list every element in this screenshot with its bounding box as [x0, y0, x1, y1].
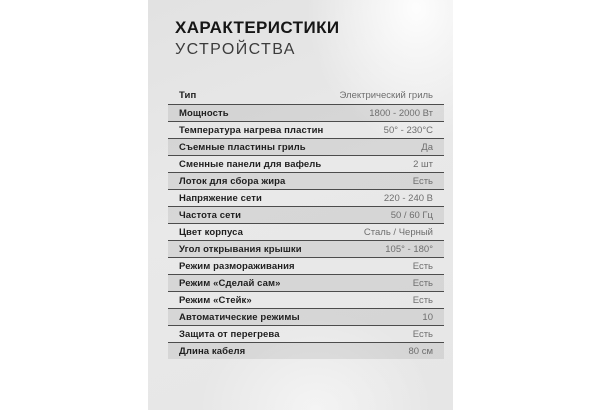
spec-label: Съемные пластины гриль: [179, 141, 306, 153]
spec-label: Длина кабеля: [179, 345, 246, 357]
spec-value: Да: [421, 141, 433, 153]
spec-label: Режим размораживания: [179, 260, 295, 272]
spec-row: Защита от перегрева Есть: [168, 325, 444, 342]
spec-label: Режим «Сделай сам»: [179, 277, 281, 289]
spec-row: Цвет корпуса Сталь / Черный: [168, 223, 444, 240]
spec-label: Режим «Стейк»: [179, 294, 252, 306]
spec-value: 80 см: [408, 345, 434, 357]
spec-row: Угол открывания крышки 105° - 180°: [168, 240, 444, 257]
spec-row: Частота сети 50 / 60 Гц: [168, 206, 444, 223]
spec-value: Есть: [412, 294, 433, 306]
spec-row: Сменные панели для вафель 2 шт: [168, 155, 444, 172]
spec-value: Электрический гриль: [339, 90, 433, 101]
spec-value: Есть: [412, 328, 433, 340]
spec-value: Есть: [412, 277, 433, 289]
spec-card: ХАРАКТЕРИСТИКИ УСТРОЙСТВА Тип Электрическ…: [148, 0, 453, 410]
spec-value: Есть: [412, 260, 433, 272]
spec-value: Есть: [412, 175, 433, 187]
spec-label: Сменные панели для вафель: [179, 158, 322, 170]
spec-value: 50 / 60 Гц: [390, 209, 433, 221]
spec-row: Автоматические режимы 10: [168, 308, 444, 325]
title-line-2: УСТРОЙСТВА: [175, 41, 296, 58]
spec-label: Частота сети: [179, 209, 242, 221]
spec-row: Режим «Стейк» Есть: [168, 291, 444, 308]
page-title: ХАРАКТЕРИСТИКИ УСТРОЙСТВА: [175, 17, 339, 60]
spec-row: Режим «Сделай сам» Есть: [168, 274, 444, 291]
spec-row: Тип Электрический гриль: [168, 87, 444, 104]
spec-label: Автоматические режимы: [179, 311, 300, 323]
spec-label: Цвет корпуса: [179, 226, 244, 238]
spec-label: Напряжение сети: [179, 192, 262, 204]
spec-row: Напряжение сети 220 - 240 В: [168, 189, 444, 206]
spec-label: Тип: [179, 90, 197, 101]
spec-value: Сталь / Черный: [363, 226, 433, 238]
spec-label: Мощность: [179, 107, 229, 119]
title-line-1: ХАРАКТЕРИСТИКИ: [175, 18, 340, 37]
specs-table: Тип Электрический гриль Мощность 1800 - 200…: [168, 87, 444, 359]
spec-label: Температура нагрева пластин: [179, 124, 324, 136]
spec-row: Лоток для сбора жира Есть: [168, 172, 444, 189]
spec-row: Мощность 1800 - 2000 Вт: [168, 104, 444, 121]
spec-value: 50° - 230°C: [383, 124, 433, 136]
spec-label: Угол открывания крышки: [179, 243, 302, 255]
spec-label: Лоток для сбора жира: [179, 175, 286, 187]
spec-value: 10: [422, 311, 433, 323]
spec-value: 2 шт: [413, 158, 433, 170]
spec-value: 105° - 180°: [385, 243, 433, 255]
spec-row: Температура нагрева пластин 50° - 230°C: [168, 121, 444, 138]
spec-label: Защита от перегрева: [179, 328, 280, 340]
spec-value: 220 - 240 В: [383, 192, 433, 204]
spec-row: Съемные пластины гриль Да: [168, 138, 444, 155]
spec-row: Режим размораживания Есть: [168, 257, 444, 274]
spec-row: Длина кабеля 80 см: [168, 342, 444, 359]
spec-value: 1800 - 2000 Вт: [369, 107, 433, 119]
